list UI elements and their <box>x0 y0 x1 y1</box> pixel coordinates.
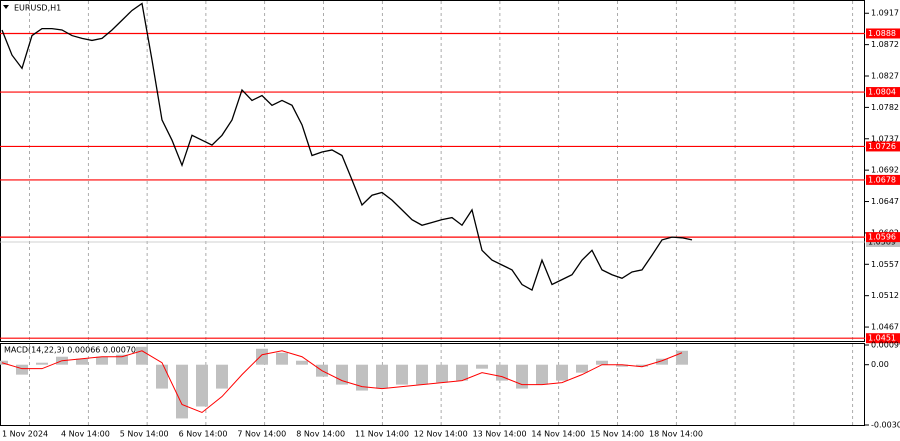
x-tick-label: 8 Nov 14:00 <box>296 430 345 439</box>
macd-bar <box>156 364 168 389</box>
macd-title: MACD(14,22,3) 0.00066 0.00070 <box>4 346 136 355</box>
macd-bar <box>116 354 128 365</box>
macd-bar <box>456 364 468 381</box>
chart-title: EURUSD,H1 <box>14 4 61 13</box>
macd-bar <box>136 346 148 365</box>
macd-panel <box>0 343 865 426</box>
macd-bar <box>616 364 628 367</box>
x-tick-label: 15 Nov 14:00 <box>590 430 644 439</box>
x-tick-label: 11 Nov 14:00 <box>355 430 409 439</box>
y-tick-label: 1.0782 <box>871 103 899 112</box>
macd-bar <box>636 364 648 367</box>
title-icon <box>3 5 9 9</box>
macd-bar <box>576 364 588 373</box>
x-tick-label: 1 Nov 2024 <box>2 430 48 439</box>
macd-bar <box>476 364 488 369</box>
level-box <box>866 141 900 152</box>
macd-bar <box>196 364 208 407</box>
level-label: 1.0804 <box>868 88 896 97</box>
level-label: 1.0596 <box>868 233 896 242</box>
y-tick-label: 1.0512 <box>871 291 899 300</box>
level-label: 1.0678 <box>868 175 896 184</box>
signal-line <box>1 350 683 414</box>
x-tick-label: 5 Nov 14:00 <box>120 430 169 439</box>
macd-bar <box>176 364 188 419</box>
x-tick-label: 13 Nov 14:00 <box>473 430 527 439</box>
macd-bar <box>416 364 428 385</box>
y-tick-label: 1.0692 <box>871 166 899 175</box>
level-label: 1.0726 <box>868 142 896 151</box>
y-tick-label: 1.0467 <box>871 323 899 332</box>
macd-bar <box>16 364 28 375</box>
price-line <box>1 2 693 292</box>
y-tick-label: 1.0917 <box>871 9 899 18</box>
macd-bar <box>276 352 288 365</box>
macd-bar <box>396 364 408 385</box>
macd-bar <box>436 364 448 383</box>
macd-bar <box>96 356 108 365</box>
level-label: 1.0888 <box>868 29 896 38</box>
macd-bar <box>556 364 568 381</box>
y-tick-label: 1.0827 <box>871 72 899 81</box>
x-tick-label: 4 Nov 14:00 <box>61 430 110 439</box>
macd-bar <box>656 358 668 365</box>
x-tick-label: 6 Nov 14:00 <box>179 430 228 439</box>
macd-bar <box>256 348 268 365</box>
x-tick-label: 18 Nov 14:00 <box>649 430 703 439</box>
level-box <box>866 174 900 185</box>
macd-bar <box>36 362 48 365</box>
macd-bar <box>356 364 368 391</box>
macd-bar <box>216 364 228 389</box>
macd-bar <box>376 364 388 389</box>
macd-bar <box>536 364 548 385</box>
level-box <box>866 28 900 39</box>
x-tick-label: 7 Nov 14:00 <box>237 430 286 439</box>
y-tick-label: 1.0557 <box>871 260 899 269</box>
level-box <box>866 87 900 98</box>
y-tick-label: 0.00 <box>871 360 889 369</box>
level-label: 1.0451 <box>868 334 896 343</box>
y-tick-label: 1.0872 <box>871 40 899 49</box>
y-tick-label: -0.00303 <box>871 421 900 430</box>
macd-bar <box>596 360 608 365</box>
main-panel <box>0 0 865 342</box>
macd-bar <box>0 360 8 365</box>
macd-bar <box>76 358 88 365</box>
macd-bar <box>296 360 308 365</box>
x-tick-label: 14 Nov 14:00 <box>531 430 585 439</box>
y-tick-label: 1.0647 <box>871 197 899 206</box>
x-tick-label: 12 Nov 14:00 <box>414 430 468 439</box>
y-tick-label: 0.00099 <box>871 341 900 350</box>
macd-bar <box>516 364 528 389</box>
level-box <box>866 232 900 243</box>
y-tick-label: 1.0737 <box>871 134 899 143</box>
macd-bar <box>496 364 508 381</box>
level-box <box>866 333 900 344</box>
